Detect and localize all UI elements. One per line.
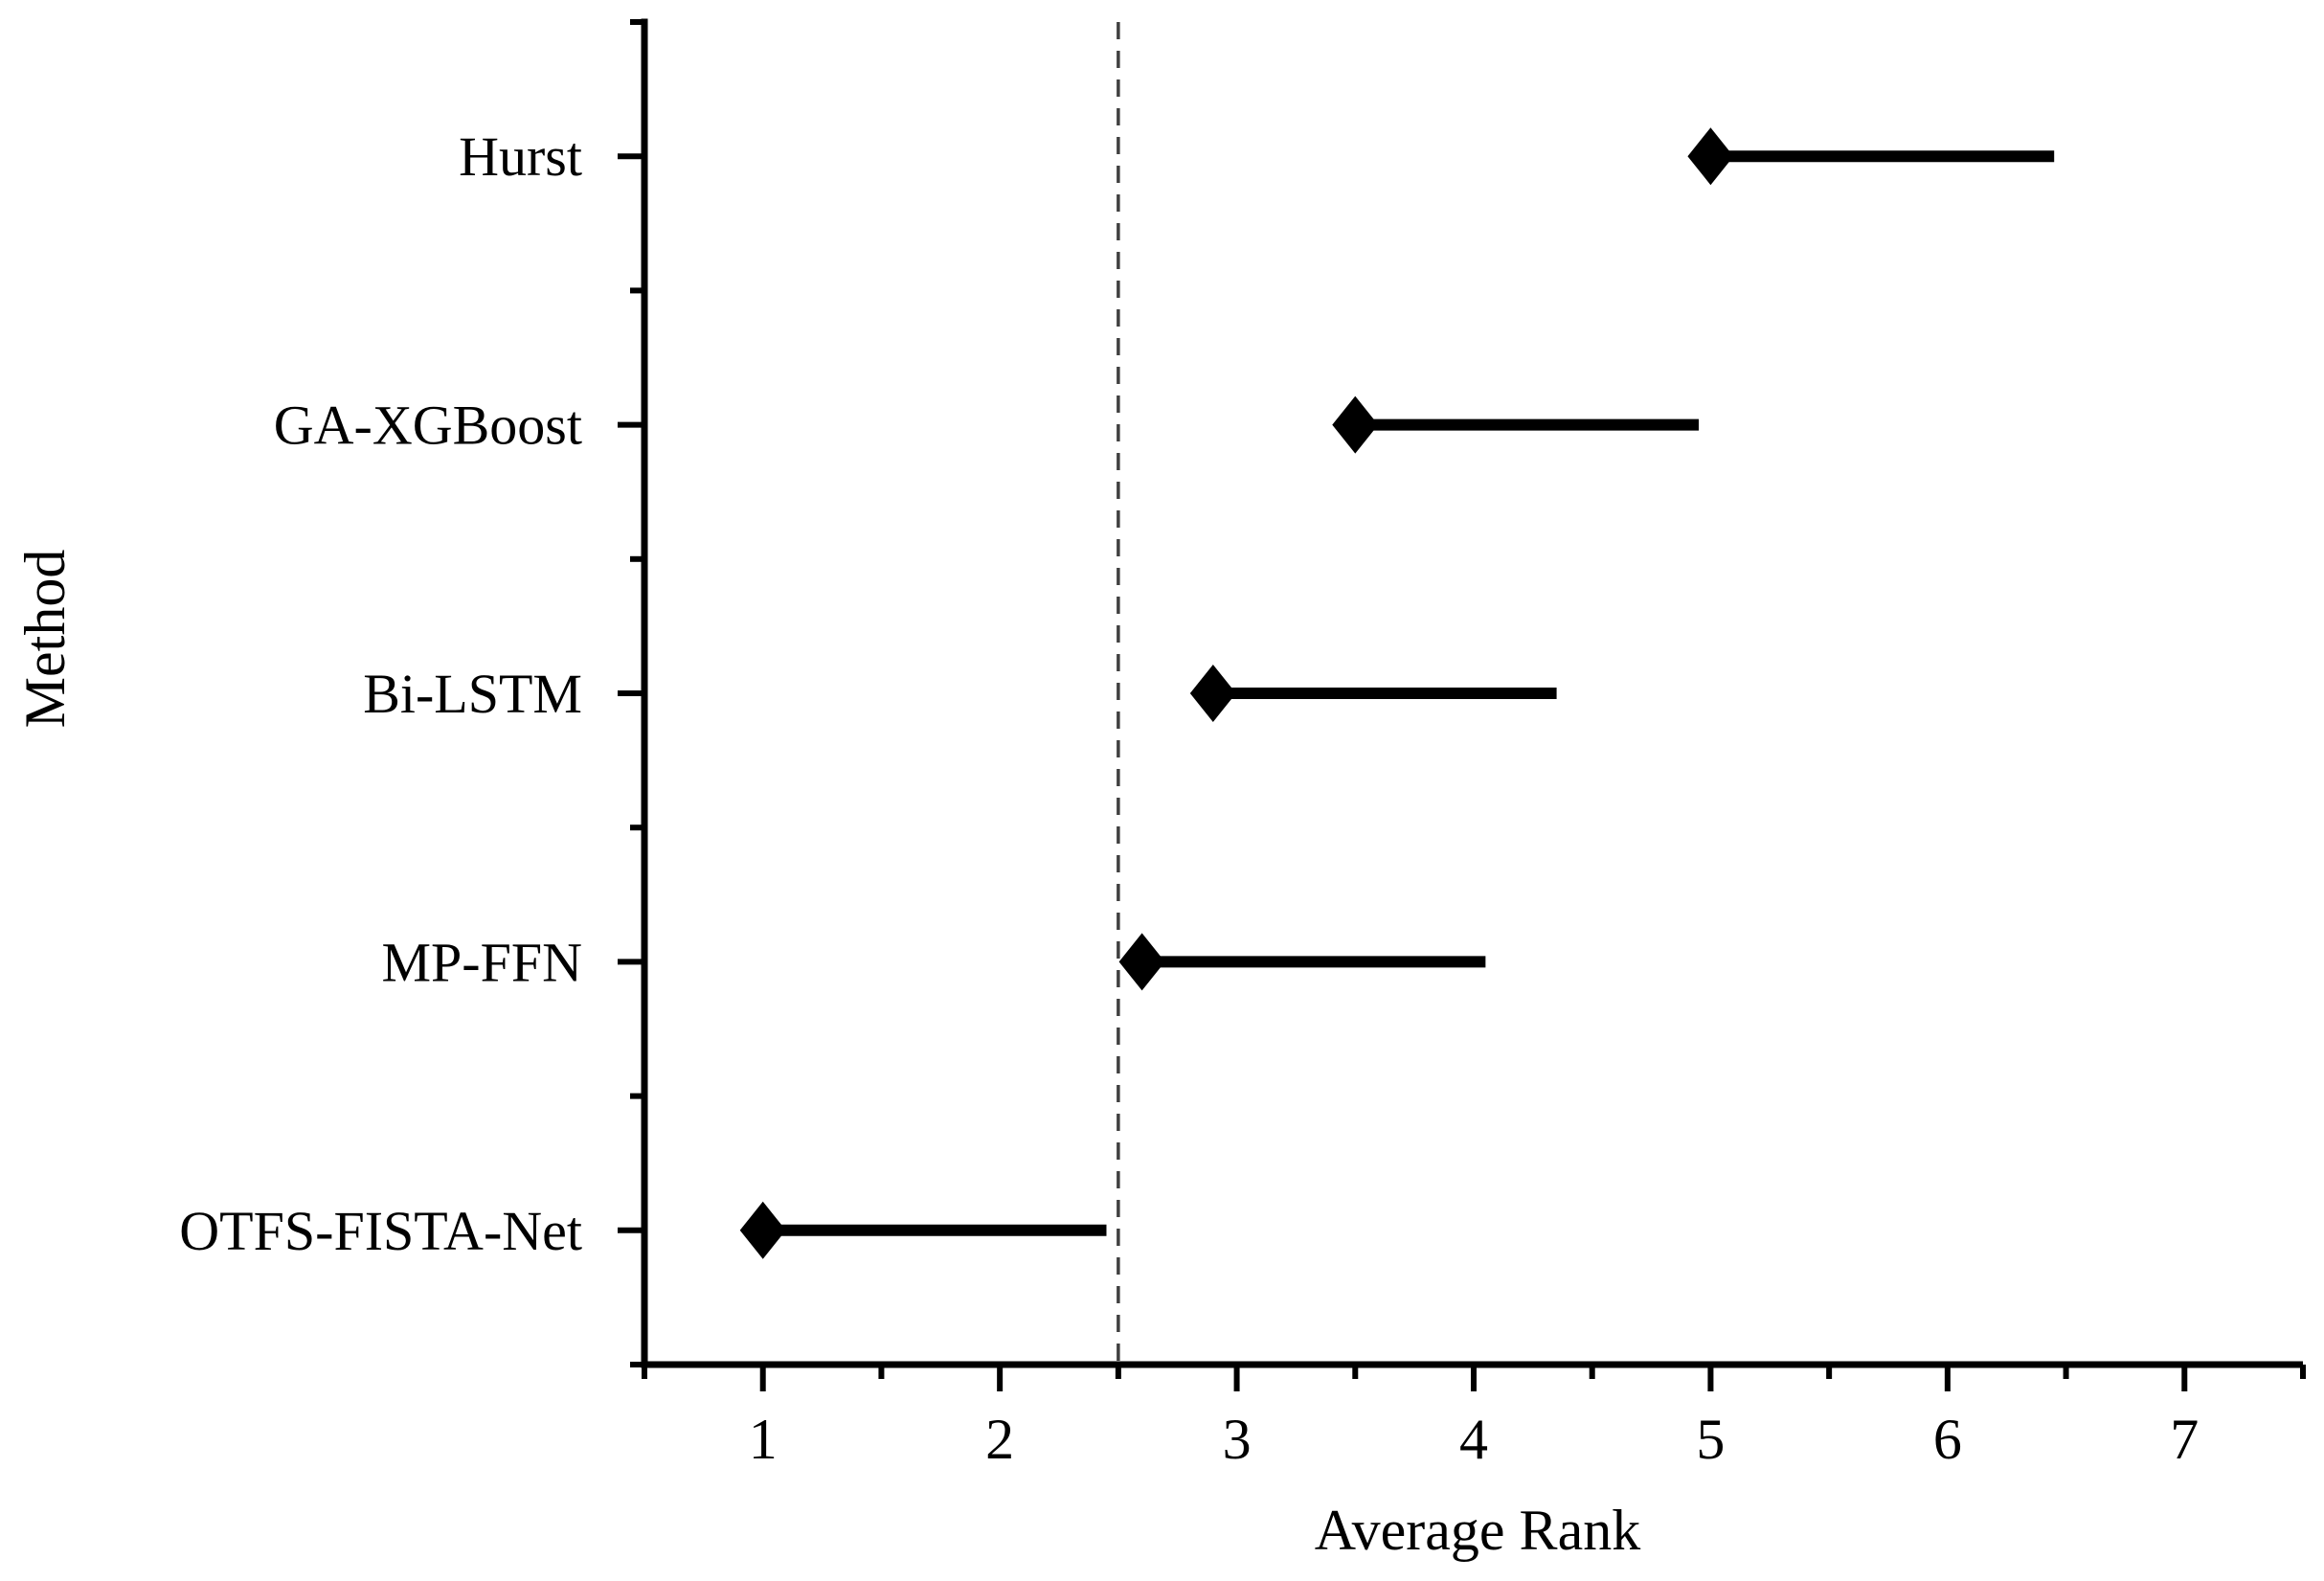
y-category-label: Hurst <box>459 125 582 188</box>
x-tick-label: 2 <box>985 1408 1014 1471</box>
y-category-label: GA-XGBoost <box>274 395 582 457</box>
y-category-label: MP-FFN <box>381 931 582 993</box>
x-tick-label: 4 <box>1459 1408 1488 1471</box>
y-category-label: Bi-LSTM <box>363 663 582 725</box>
rank-diamond-marker <box>1189 665 1236 722</box>
x-tick-label: 6 <box>1933 1408 1962 1471</box>
x-axis-title: Average Rank <box>1314 1499 1641 1562</box>
y-category-label: OTFS-FISTA-Net <box>179 1200 582 1262</box>
x-tick-label: 3 <box>1223 1408 1252 1471</box>
x-tick-label: 7 <box>2170 1408 2199 1471</box>
rank-diamond-marker <box>739 1201 786 1259</box>
rank-diamond-marker <box>1118 933 1165 991</box>
y-axis-title: Method <box>13 549 77 729</box>
rank-diamond-marker <box>1332 395 1379 454</box>
x-tick-label: 5 <box>1696 1408 1725 1471</box>
rank-diamond-marker <box>1687 127 1734 186</box>
x-tick-label: 1 <box>749 1408 778 1471</box>
